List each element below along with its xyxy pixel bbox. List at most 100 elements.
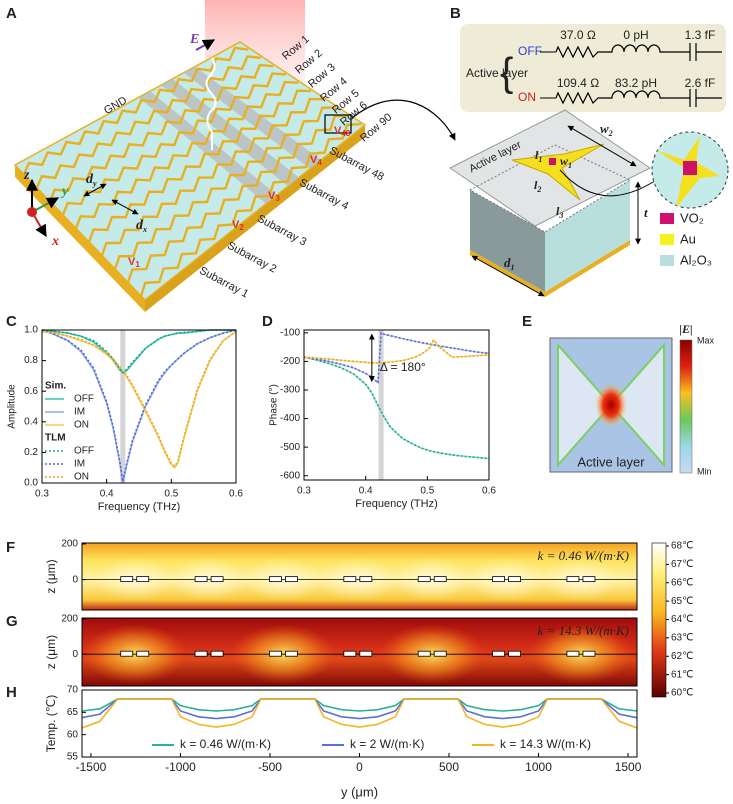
line-chart: 0.3 0.4 0.5 0.6 Frequency (THz) 0.0 0.2 0.4 0.6 0… [7, 325, 244, 513]
panel-label: A [6, 5, 17, 22]
vo2 [549, 158, 556, 165]
voltage-base: V [232, 219, 240, 231]
voltage-sub: 48 [341, 129, 350, 138]
colorbar-title: |E| [679, 322, 692, 336]
dim-base: t [644, 205, 648, 220]
y-tick-label: 0 [72, 574, 78, 585]
x-tick-label: 0.3 [297, 486, 311, 497]
x-tick-label: 0 [356, 760, 363, 774]
electrode [582, 576, 596, 583]
voltage-sub: 4 [317, 158, 322, 167]
hotspot [595, 383, 627, 427]
x-tick-label: 0.5 [164, 489, 178, 500]
y-tick-label: -300 [280, 385, 300, 396]
gray-stripe [161, 78, 299, 187]
voltage-base: V [310, 154, 318, 166]
dim-base: w [600, 121, 609, 136]
inductance: 0 pH [623, 28, 648, 42]
capacitance: 1.3 fF [685, 28, 716, 42]
series-line [303, 338, 490, 364]
series-line [41, 330, 237, 469]
series-line [303, 331, 490, 385]
antenna-row [22, 46, 249, 176]
x-tick-label: 0.5 [420, 486, 434, 497]
spacing-base: d [86, 172, 94, 187]
y-tick-label: 0.4 [24, 416, 38, 427]
plot-frame [81, 542, 638, 611]
electrode [566, 576, 580, 583]
circuit-path [555, 89, 722, 107]
bowtie [511, 143, 605, 201]
subarray-label: Subarray 2 [225, 240, 278, 276]
y-tick-label: 0.0 [24, 478, 38, 489]
colorbar-label: 63℃ [671, 633, 693, 644]
legend-label: Au [680, 231, 696, 246]
spacing-arrow [111, 199, 139, 215]
legend-label: ON [74, 472, 89, 483]
resistance: 37.0 Ω [560, 28, 596, 42]
x-tick-label: -500 [258, 760, 282, 774]
series-line [303, 331, 490, 385]
dim-label: d1 [504, 255, 515, 272]
capacitance: 2.6 fF [685, 76, 716, 90]
zoom-vo2 [683, 161, 697, 175]
y-tick-label: 55 [67, 752, 79, 763]
legend-label: IM [74, 459, 85, 470]
y-axis-label: z (μm) [44, 559, 58, 593]
dim-sub: 1 [538, 155, 542, 164]
electrode [210, 576, 224, 583]
y-tick-label: 200 [61, 614, 78, 625]
dim-sub: 1 [568, 161, 572, 170]
dim-base: w [560, 154, 569, 168]
electrode [492, 576, 505, 583]
legend-label: k = 2 W/(m·K) [350, 737, 424, 751]
panel-e: Active layer |E| Max Min [549, 322, 715, 476]
colorbar-label: 60℃ [671, 688, 693, 699]
colorbar-label: 61℃ [671, 669, 693, 680]
spacing-sub: y [92, 179, 97, 188]
electrode [433, 650, 447, 657]
legend-label: ON [74, 420, 89, 431]
voltage-labels: V1 V2 V3 V4 V48 [128, 125, 351, 269]
legend-swatch [660, 213, 674, 224]
dim-base: l [534, 178, 538, 192]
electrode [508, 650, 521, 657]
antenna-row [48, 63, 274, 203]
slab-side [145, 125, 365, 312]
brace: { [500, 51, 513, 95]
field-lobe [609, 342, 665, 468]
legend-label: IM [74, 407, 85, 418]
x-tick-label: 1500 [615, 760, 642, 774]
voltage-label: V48 [334, 125, 351, 138]
antenna-row [100, 97, 324, 257]
cube-side [545, 180, 630, 292]
spacing-sub: x [142, 225, 147, 234]
series-line [81, 698, 638, 720]
x-axis-label: Frequency (THz) [98, 501, 181, 513]
field-arrow [195, 39, 216, 51]
series-line [41, 330, 237, 468]
voltage-sub: 2 [239, 223, 244, 232]
x-tick-label: 0.6 [229, 489, 243, 500]
wave [205, 57, 217, 150]
spacing-arrow [83, 183, 107, 197]
dim-label: w1 [560, 154, 572, 170]
subarray-label: Subarray 48 [327, 145, 386, 184]
plot-frame [81, 617, 638, 687]
x-tick-label: 0.3 [35, 489, 49, 500]
line-chart: -1500 -1000 -500 0 500 1000 1500 y (μm) 55 60 65 70… [44, 685, 642, 800]
dim-arrow [567, 125, 637, 167]
circuit-path [555, 43, 722, 61]
electrode [285, 576, 298, 583]
panel-labels: A B C D E F G H [6, 5, 532, 701]
legend-title: TLM [45, 433, 66, 444]
electrode [359, 650, 373, 657]
colorbar-max: Max [697, 335, 715, 345]
electrode [136, 576, 150, 583]
dim-sub: 1 [511, 263, 515, 272]
series-line [41, 329, 236, 374]
electrode [508, 576, 521, 583]
resistance: 109.4 Ω [557, 76, 599, 90]
